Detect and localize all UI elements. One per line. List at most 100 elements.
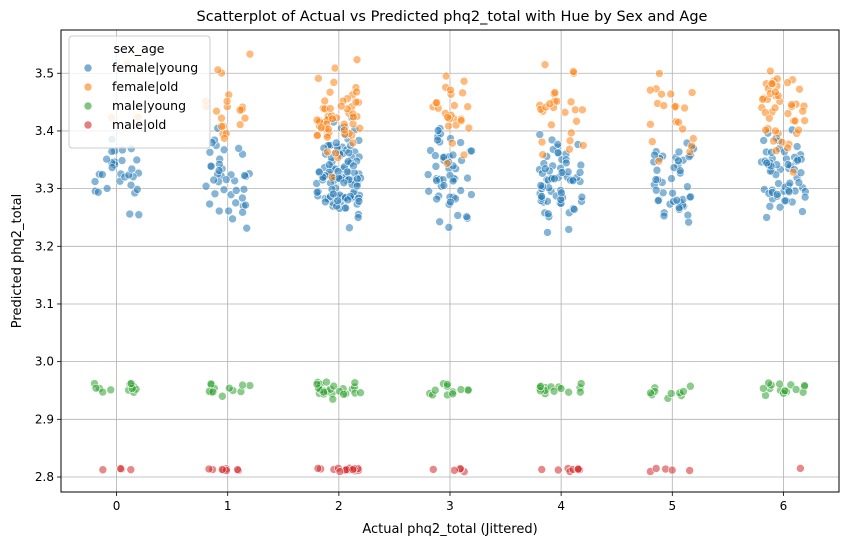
point-female-young (553, 140, 563, 149)
point-female-old (314, 74, 323, 83)
point-male-young (106, 385, 116, 395)
point-female-young (107, 163, 117, 172)
y-tick-label: 2.9 (35, 412, 54, 426)
point-male-young (356, 388, 365, 398)
point-female-young (205, 199, 214, 209)
point-female-young (674, 147, 684, 157)
x-tick-label: 5 (668, 499, 676, 513)
point-male-young (218, 391, 227, 401)
point-male-young (91, 383, 101, 393)
point-female-young (205, 147, 215, 157)
point-female-old (687, 141, 696, 151)
point-female-young (349, 161, 358, 171)
point-female-old (783, 109, 793, 118)
point-female-young (90, 177, 100, 186)
point-male-young (463, 385, 473, 395)
point-female-old (790, 116, 800, 126)
point-female-old (324, 124, 333, 134)
point-female-young (792, 142, 802, 151)
point-female-old (537, 137, 547, 147)
point-female-young (683, 182, 692, 191)
point-female-old (771, 146, 781, 156)
point-female-young (798, 207, 807, 216)
point-male-young (208, 387, 218, 397)
point-female-young (535, 130, 545, 139)
point-female-old (235, 120, 245, 129)
point-female-young (543, 228, 552, 237)
point-female-young (550, 174, 559, 184)
point-female-young (342, 167, 352, 177)
point-female-old (312, 115, 322, 125)
point-female-young (238, 193, 247, 203)
point-male-young (759, 384, 768, 393)
point-female-young (432, 194, 441, 204)
point-female-young (352, 181, 362, 191)
point-female-young (675, 166, 685, 176)
point-female-young (568, 176, 578, 185)
point-female-old (800, 116, 809, 125)
point-female-young (557, 168, 567, 177)
point-male-old (573, 464, 583, 474)
point-female-old (323, 147, 332, 157)
point-female-old (794, 125, 803, 135)
point-female-young (431, 162, 441, 171)
point-female-old (220, 134, 229, 143)
point-male-young (775, 379, 784, 389)
y-tick-label: 3.3 (35, 182, 54, 196)
point-female-young (231, 198, 240, 208)
point-female-old (432, 98, 441, 107)
point-male-young (350, 378, 360, 387)
point-female-old (446, 85, 455, 95)
point-female-young (209, 175, 218, 185)
point-male-young (206, 379, 216, 389)
point-female-old (352, 55, 362, 65)
point-female-old (547, 120, 556, 130)
point-male-young (319, 387, 329, 397)
point-female-young (784, 187, 794, 197)
point-male-old (428, 465, 438, 474)
point-female-young (467, 190, 476, 199)
point-female-young (547, 135, 557, 145)
point-female-young (102, 154, 111, 164)
point-female-old (767, 79, 777, 88)
point-female-old (330, 63, 340, 73)
series-male-old (98, 463, 805, 476)
point-female-young (210, 189, 220, 199)
point-female-young (134, 210, 144, 220)
point-male-old (348, 465, 358, 474)
point-female-young (219, 185, 229, 194)
point-female-old (312, 131, 322, 140)
point-female-old (560, 108, 570, 117)
y-tick-label: 3.2 (35, 239, 54, 253)
point-male-young (800, 381, 809, 390)
point-male-old (553, 465, 563, 475)
x-tick-label: 2 (335, 499, 343, 513)
point-female-young (332, 138, 341, 148)
y-tick-label: 3.5 (35, 66, 54, 80)
point-female-young (543, 209, 553, 219)
point-female-old (795, 84, 804, 94)
point-female-young (653, 196, 663, 205)
point-male-old (98, 465, 108, 475)
point-female-old (761, 125, 770, 135)
point-female-old (349, 112, 358, 122)
point-male-old (217, 465, 227, 474)
point-female-old (545, 99, 555, 109)
point-female-old (769, 136, 778, 146)
point-female-young (345, 223, 354, 233)
point-male-young (245, 381, 255, 390)
point-female-young (206, 162, 216, 171)
point-female-young (659, 211, 669, 221)
point-female-young (456, 138, 465, 147)
point-female-old (764, 113, 774, 123)
point-female-young (424, 186, 433, 196)
point-female-young (674, 156, 683, 166)
point-male-old (685, 466, 694, 475)
point-male-young (780, 386, 790, 396)
legend-marker-male-young (83, 101, 93, 111)
point-female-young (448, 150, 458, 160)
point-female-young (239, 185, 249, 194)
x-axis-ticks: 0 1 2 3 4 5 6 (113, 492, 787, 513)
point-male-young (329, 381, 339, 391)
point-female-old (442, 159, 452, 168)
